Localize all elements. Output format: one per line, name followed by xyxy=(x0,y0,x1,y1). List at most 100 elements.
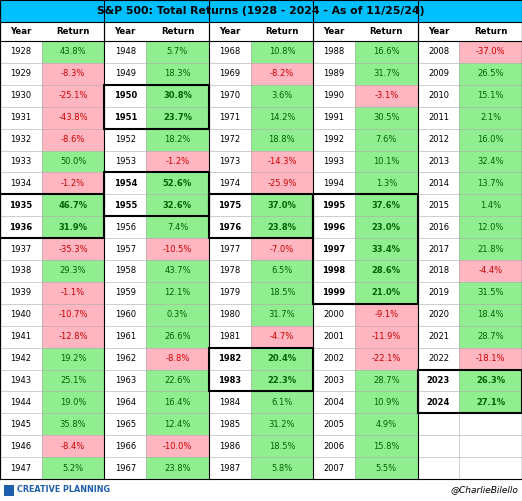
Bar xyxy=(209,63,251,85)
Text: 1998: 1998 xyxy=(323,267,346,276)
Bar xyxy=(251,304,313,326)
Bar xyxy=(355,326,418,348)
Bar xyxy=(209,370,251,391)
Text: 1.3%: 1.3% xyxy=(376,179,397,188)
Text: 1962: 1962 xyxy=(115,354,136,363)
Text: Year: Year xyxy=(324,27,345,36)
Text: -14.3%: -14.3% xyxy=(267,157,296,166)
Bar xyxy=(104,85,209,129)
Bar xyxy=(251,413,313,435)
Bar xyxy=(251,107,313,129)
Text: 43.8%: 43.8% xyxy=(60,48,87,57)
Bar xyxy=(104,129,146,150)
Text: 5.8%: 5.8% xyxy=(271,463,292,472)
Text: 1989: 1989 xyxy=(324,69,345,78)
Text: 1979: 1979 xyxy=(219,289,240,298)
Text: -25.9%: -25.9% xyxy=(267,179,296,188)
Bar xyxy=(42,238,104,260)
Text: 1935: 1935 xyxy=(9,201,32,210)
Bar xyxy=(418,413,459,435)
Bar xyxy=(209,348,313,391)
Bar xyxy=(418,41,459,63)
Text: 1928: 1928 xyxy=(10,48,31,57)
Text: 4.9%: 4.9% xyxy=(376,420,397,429)
Text: 1932: 1932 xyxy=(10,135,31,144)
Bar xyxy=(459,216,522,238)
Text: 2003: 2003 xyxy=(324,376,345,385)
Text: 21.0%: 21.0% xyxy=(372,289,401,298)
Bar xyxy=(0,479,522,501)
Bar xyxy=(209,150,251,172)
Bar xyxy=(418,238,459,260)
Text: 20.4%: 20.4% xyxy=(267,354,296,363)
Text: 37.0%: 37.0% xyxy=(267,201,296,210)
Bar xyxy=(209,391,251,413)
Text: 35.8%: 35.8% xyxy=(60,420,87,429)
Text: 2004: 2004 xyxy=(324,398,345,407)
Bar xyxy=(0,413,42,435)
Bar xyxy=(313,260,355,282)
Text: 1977: 1977 xyxy=(219,244,240,254)
Text: 1939: 1939 xyxy=(10,289,31,298)
Text: Year: Year xyxy=(219,27,240,36)
Bar xyxy=(0,326,42,348)
Bar xyxy=(104,216,146,238)
Bar xyxy=(459,304,522,326)
Text: 16.4%: 16.4% xyxy=(164,398,191,407)
Text: 2019: 2019 xyxy=(428,289,449,298)
Text: 28.7%: 28.7% xyxy=(373,376,400,385)
Text: 1969: 1969 xyxy=(219,69,240,78)
Bar xyxy=(418,216,459,238)
Bar xyxy=(355,41,418,63)
Text: 52.6%: 52.6% xyxy=(163,179,192,188)
Bar xyxy=(355,435,418,457)
Bar xyxy=(146,326,209,348)
Bar xyxy=(42,282,104,304)
Text: 1.4%: 1.4% xyxy=(480,201,501,210)
Text: 26.5%: 26.5% xyxy=(478,69,504,78)
Bar xyxy=(459,413,522,435)
Bar xyxy=(146,129,209,150)
Bar xyxy=(313,107,355,129)
Text: 1940: 1940 xyxy=(10,310,31,319)
Bar xyxy=(251,260,313,282)
Text: -22.1%: -22.1% xyxy=(372,354,401,363)
Text: 2011: 2011 xyxy=(428,113,449,122)
Bar xyxy=(104,41,146,63)
Text: 31.9%: 31.9% xyxy=(58,222,88,231)
Text: 2001: 2001 xyxy=(324,332,345,341)
Text: 2024: 2024 xyxy=(427,398,450,407)
Text: 2021: 2021 xyxy=(428,332,449,341)
Bar xyxy=(104,85,146,107)
Bar xyxy=(209,194,251,216)
Text: 18.3%: 18.3% xyxy=(164,69,191,78)
Bar xyxy=(418,391,459,413)
Bar xyxy=(146,457,209,479)
Bar xyxy=(313,129,355,150)
Bar xyxy=(313,391,355,413)
Text: -10.0%: -10.0% xyxy=(163,442,192,451)
Text: -3.1%: -3.1% xyxy=(374,91,398,100)
Text: 2000: 2000 xyxy=(324,310,345,319)
Text: @CharlieBilello: @CharlieBilello xyxy=(450,485,518,494)
Bar xyxy=(42,370,104,391)
Bar xyxy=(104,326,146,348)
Bar xyxy=(251,348,313,370)
Bar xyxy=(0,457,42,479)
Text: 1933: 1933 xyxy=(10,157,31,166)
Text: -25.1%: -25.1% xyxy=(58,91,88,100)
Text: -8.2%: -8.2% xyxy=(270,69,294,78)
Text: -11.9%: -11.9% xyxy=(372,332,401,341)
Bar xyxy=(146,63,209,85)
Bar xyxy=(146,41,209,63)
Bar xyxy=(209,238,251,260)
Text: 1947: 1947 xyxy=(10,463,31,472)
Bar xyxy=(459,63,522,85)
Text: Return: Return xyxy=(161,27,194,36)
Bar xyxy=(251,326,313,348)
Bar xyxy=(42,457,104,479)
Bar xyxy=(42,413,104,435)
Text: 1999: 1999 xyxy=(323,289,346,298)
Bar xyxy=(4,484,14,495)
Bar xyxy=(146,172,209,194)
